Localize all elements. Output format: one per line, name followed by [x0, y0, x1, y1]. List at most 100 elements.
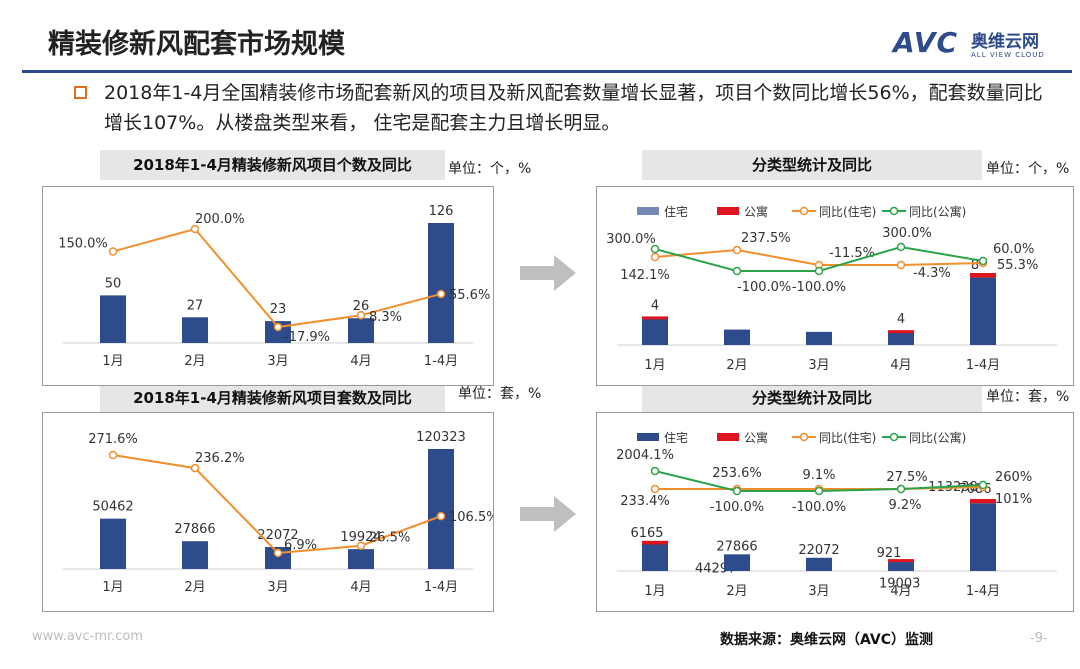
page-number: -9- [1030, 631, 1048, 646]
bar-apartment [888, 330, 914, 334]
panel-title-type-count: 分类型统计及同比 [642, 150, 982, 180]
legend-label: 同比(住宅) [819, 204, 876, 219]
bar-residential [724, 554, 750, 571]
x-tick-label: 4月 [350, 354, 371, 369]
growth-point [190, 463, 200, 473]
chart-unit-count: 50462 1月 27866 2月 22072 3月 19924 4月 120323 1-4月 27… [42, 412, 494, 612]
growth-residential-label: -11.5% [829, 246, 875, 261]
bar-value-label: 50 [105, 276, 122, 291]
residential-value-label: 22072 [798, 543, 839, 558]
x-tick-label: 1-4月 [424, 580, 458, 595]
bar-value-label: 27866 [174, 522, 215, 537]
bar-value-label: 23 [270, 302, 287, 317]
bar-apartment [970, 499, 996, 504]
growth-apartment-point [814, 266, 824, 276]
avc-logo: AVC 奥维云网 ALL VIEW CLOUD [893, 26, 1068, 68]
x-tick-label: 2月 [726, 584, 747, 599]
unit-label-tr: 单位：个，% [986, 161, 1070, 177]
legend-label: 公寓 [744, 430, 768, 445]
legend-swatch [637, 433, 659, 441]
growth-apartment-label: -100.0% [792, 500, 846, 515]
legend-swatch [637, 207, 659, 215]
growth-residential-point [732, 245, 742, 255]
chart-type-unit-count: 住宅 公寓 同比(住宅) 同比(公寓) 44297 6165 1月 27866 2月 22072 3… [596, 412, 1074, 612]
growth-apartment-point [814, 486, 824, 496]
bar [348, 318, 374, 343]
growth-apartment-label: 260% [995, 470, 1032, 485]
growth-point [108, 450, 118, 460]
bar-residential [888, 559, 914, 571]
page-title: 精装修新风配套市场规模 [48, 29, 345, 60]
residential-value-label: 19003 [879, 577, 920, 592]
intro-text: 2018年1-4月全国精装修市场配套新风的项目及新风配套数量增长显著，项目个数同… [104, 82, 1043, 134]
x-tick-label: 3月 [267, 580, 288, 595]
apartment-value-label: 4 [651, 298, 659, 313]
square-bullet-icon [74, 86, 87, 99]
panel-title-unit-count: 2018年1-4月精装修新风项目套数及同比 [100, 383, 445, 413]
bar [428, 223, 454, 343]
bar [182, 541, 208, 569]
x-tick-label: 4月 [890, 358, 911, 373]
x-tick-label: 2月 [726, 358, 747, 373]
growth-label: -17.9% [284, 330, 330, 345]
logo-english: ALL VIEW CLOUD [971, 51, 1045, 59]
bar-residential [806, 331, 832, 345]
growth-label: 8.3% [369, 310, 402, 325]
legend-swatch [717, 207, 739, 215]
bar [100, 295, 126, 343]
x-tick-label: 3月 [267, 354, 288, 369]
bar-value-label: 27 [187, 298, 204, 313]
bar-value-label: 120323 [416, 430, 466, 445]
bar-residential [642, 318, 668, 345]
legend-label: 住宅 [664, 430, 688, 445]
growth-label: 271.6% [88, 432, 138, 447]
bar-value-label: 26 [353, 299, 370, 314]
residential-value-label: 27 [729, 316, 746, 331]
growth-apartment-label: 27.5% [886, 470, 927, 485]
apartment-value-label: 4 [897, 312, 905, 327]
growth-apartment-label: 2004.1% [616, 448, 674, 463]
growth-apartment-point [650, 244, 660, 254]
title-divider [22, 70, 1072, 73]
bar-apartment [888, 559, 914, 563]
legend-swatch [717, 433, 739, 441]
residential-value-label: 27866 [716, 539, 757, 554]
legend-marker [889, 432, 899, 442]
arrow-right-icon [520, 496, 576, 532]
growth-apartment-label: -100.0% [710, 500, 764, 515]
legend-label: 同比(公寓) [909, 204, 966, 219]
bar [348, 549, 374, 569]
growth-residential-label: 233.4% [620, 494, 670, 509]
x-tick-label: 1月 [102, 354, 123, 369]
growth-apartment-point [896, 484, 906, 494]
bar [182, 317, 208, 343]
growth-residential-label: 237.5% [741, 231, 791, 246]
growth-label: 236.2% [195, 451, 245, 466]
bar-residential [970, 277, 996, 345]
unit-label-br: 单位：套，% [986, 389, 1070, 405]
growth-residential-label: 101% [995, 492, 1032, 507]
bar-apartment [642, 540, 668, 545]
panel-title-type-units: 分类型统计及同比 [642, 383, 982, 413]
growth-point [273, 548, 283, 558]
growth-point [108, 247, 118, 256]
growth-apartment-label: -100.0% [792, 280, 846, 295]
growth-residential-label: 55.3% [997, 258, 1038, 273]
legend-marker [799, 206, 809, 216]
growth-point [436, 289, 446, 299]
growth-apartment-point [650, 466, 660, 476]
growth-label: 55.6% [449, 288, 490, 303]
bar-residential [970, 503, 996, 571]
growth-apartment-label: -100.0% [737, 280, 791, 295]
x-tick-label: 1月 [644, 358, 665, 373]
x-tick-label: 1-4月 [966, 584, 1000, 599]
growth-label: 6.9% [284, 538, 317, 553]
x-tick-label: 3月 [808, 584, 829, 599]
logo-wordmark: AVC [893, 26, 958, 59]
data-source: 数据来源：奥维云网（AVC）监测 [720, 632, 933, 648]
bar-residential [888, 332, 914, 345]
growth-apartment-point [732, 486, 742, 496]
growth-label: 200.0% [195, 212, 245, 227]
growth-point [273, 322, 283, 332]
chart-type-project-count: 住宅 公寓 同比(住宅) 同比(公寓) 46 4 1月 27 2月 23 3月 22 4 4月 118 8 1-… [596, 186, 1074, 386]
